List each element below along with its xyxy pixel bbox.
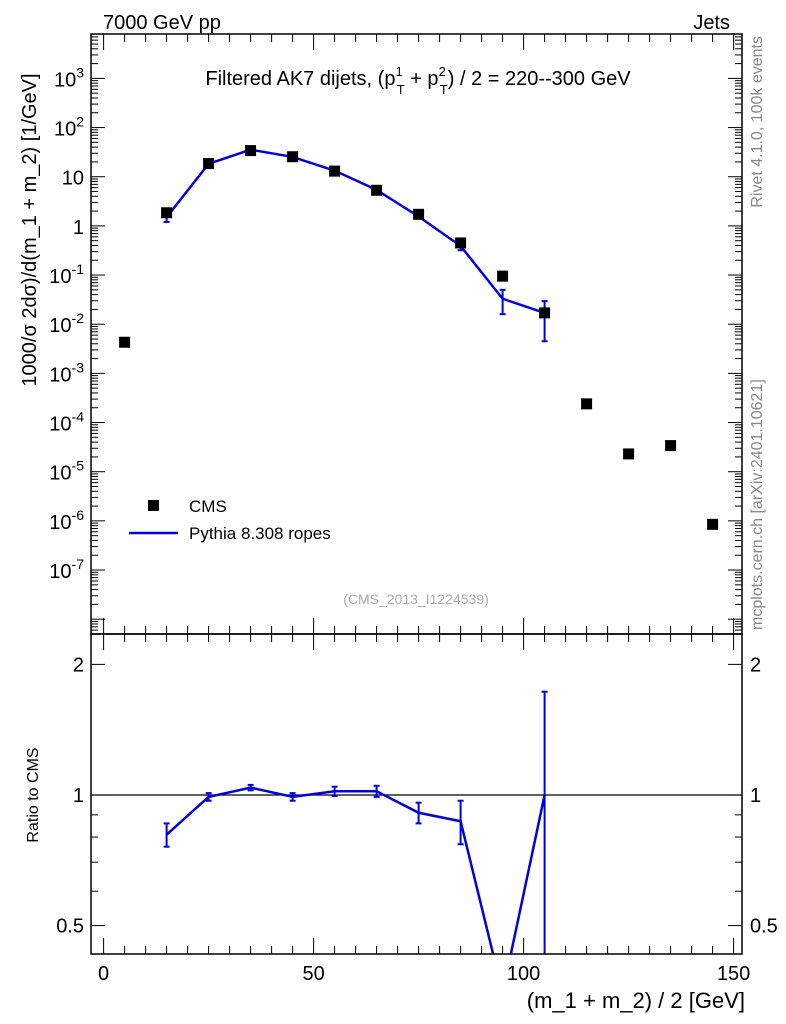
ratio-y-tick-label: 1: [73, 785, 84, 807]
legend-label-cms: CMS: [189, 497, 227, 516]
main-title: Filtered AK7 dijets, (p1 T + p2 T) / 2 = 2…: [205, 64, 631, 97]
y-tick-label: 1: [73, 217, 84, 239]
y-tick-label: 10-1: [49, 261, 84, 288]
x-tick-label: 100: [507, 963, 540, 985]
mcplots-label: mcplots.cern.ch [arXiv:2401.10621]: [749, 379, 766, 630]
cms-point: [371, 184, 383, 196]
x-tick-label: 0: [98, 963, 109, 985]
y-tick-label: 10-7: [49, 556, 84, 583]
ratio-series: [163, 690, 548, 954]
cms-point: [119, 336, 131, 348]
cms-point: [161, 207, 173, 219]
x-tick-label: 50: [302, 963, 324, 985]
cms-point: [581, 398, 593, 410]
ratio-y-tick-label-right: 2: [750, 654, 761, 676]
ratio-ylabel: Ratio to CMS: [25, 747, 42, 842]
main-series: [119, 145, 719, 530]
y-tick-label: 102: [54, 114, 84, 141]
y-tick-label: 10-5: [49, 458, 84, 485]
cms-point: [329, 165, 341, 177]
ratio-y-tick-label: 2: [73, 654, 84, 676]
y-tick-label: 10-2: [49, 310, 84, 337]
cms-point: [539, 307, 551, 319]
y-tick-label: 10-3: [49, 359, 84, 386]
cms-point: [245, 145, 257, 157]
ratio-y-tick-label: 0.5: [56, 916, 84, 938]
cms-point: [707, 518, 719, 530]
main-ylabel: 1000/σ 2dσ)/d(m_1 + m_2) [1/GeV]: [19, 73, 41, 386]
main-frame: [90, 33, 743, 635]
y-tick-label: 10: [62, 168, 84, 190]
cms-point: [665, 440, 677, 452]
ratio-mc-line: [165, 786, 546, 954]
mc-line: [165, 148, 545, 315]
watermark: (CMS_2013_I1224539): [343, 591, 489, 607]
legend: CMS Pythia 8.308 ropes: [129, 497, 331, 543]
cms-point: [203, 158, 215, 170]
header-right-label: Jets: [693, 12, 730, 34]
y-tick-label: 10-4: [49, 409, 84, 436]
y-tick-label: 103: [54, 64, 84, 91]
cms-point: [623, 448, 635, 460]
ratio-xlabel: (m_1 + m_2) / 2 [GeV]: [527, 988, 745, 1013]
y-tick-label: 10-6: [49, 507, 84, 534]
cms-point: [497, 270, 509, 282]
rivet-label: Rivet 4.1.0, 100k events: [749, 36, 766, 208]
ratio-frame: [90, 633, 743, 955]
main-axis-ticks: 10-7 10-6 10-5 10-4 10-3 10-2 10-1 1 10 102 103: [49, 33, 742, 635]
legend-label-mc: Pythia 8.308 ropes: [189, 524, 331, 543]
legend-marker-cms: [148, 500, 159, 511]
ratio-y-tick-label-right: 1: [750, 785, 761, 807]
header-left-label: 7000 GeV pp: [103, 12, 221, 34]
x-tick-label: 150: [717, 963, 750, 985]
cms-point: [287, 151, 299, 163]
cms-point: [413, 208, 425, 220]
cms-point: [455, 237, 467, 249]
ratio-y-tick-label-right: 0.5: [750, 916, 778, 938]
ratio-axis-ticks: 0.5 0.5 1 1 2 2 0 50 100 150: [56, 634, 778, 985]
